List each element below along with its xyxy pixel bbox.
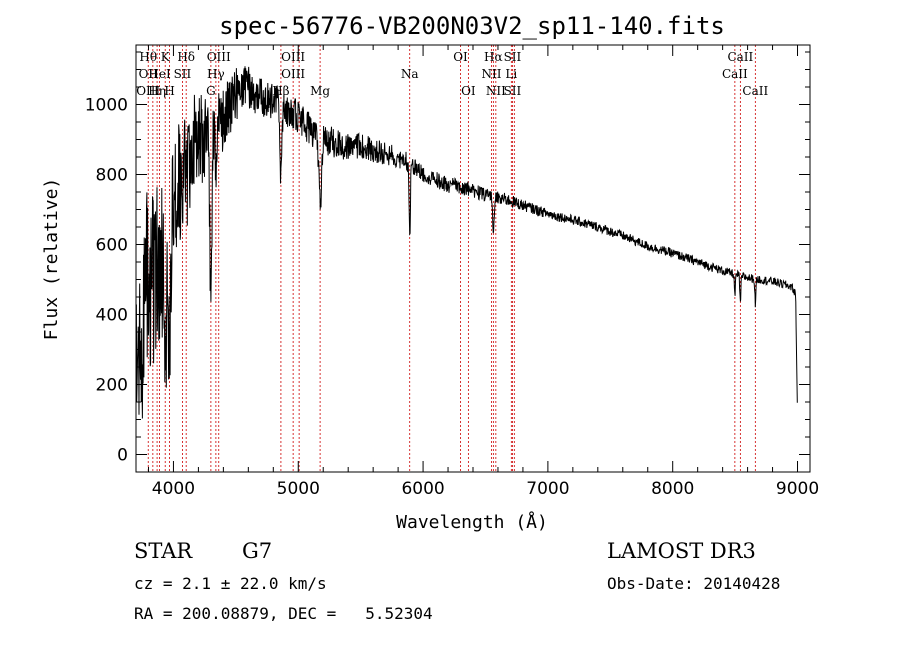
y-tick-label: 0 (117, 446, 128, 466)
line-label: Hη (148, 84, 166, 98)
x-tick-label: 5000 (277, 479, 320, 499)
line-label: Hθ (139, 50, 157, 64)
x-tick-label: 7000 (526, 479, 569, 499)
object-class: STAR (134, 539, 193, 563)
y-axis-label: Flux (relative) (41, 178, 62, 341)
spectrum-line (135, 66, 798, 419)
coordinates: RA = 200.08879, DEC = 5.52304 (134, 604, 433, 623)
x-tick-label: 8000 (651, 479, 694, 499)
y-tick-label: 1000 (85, 96, 128, 116)
y-tick-label: 200 (96, 376, 128, 396)
redshift-readout: cz = 2.1 ± 22.0 km/s (134, 574, 327, 593)
line-label: CaII (727, 50, 753, 64)
x-tick-label: 9000 (776, 479, 819, 499)
line-label: OI (461, 84, 476, 98)
line-label: OII (139, 67, 159, 81)
line-label: NII (481, 67, 501, 81)
line-label: OIII (136, 84, 160, 98)
x-axis-label: Wavelength (Å) (396, 511, 548, 533)
y-tick-label: 400 (96, 306, 128, 326)
line-label: Mg (310, 84, 330, 98)
survey-name: LAMOST DR3 (607, 539, 756, 563)
line-label: OIII (281, 67, 305, 81)
obs-date: Obs-Date: 20140428 (607, 574, 781, 593)
line-label: Hγ (207, 67, 225, 81)
x-tick-label: 6000 (401, 479, 444, 499)
line-label: OIII (207, 50, 231, 64)
chart-title: spec-56776-VB200N03V2_sp11-140.fits (219, 12, 725, 40)
line-label: G (206, 84, 216, 98)
line-label: SII (174, 67, 192, 81)
line-label: Hδ (177, 50, 195, 64)
object-subclass: G7 (242, 539, 273, 563)
axis-ticks (136, 45, 810, 472)
line-label: HeI (148, 67, 171, 81)
axis-tick-labels: 4000 5000 6000 7000 8000 9000 0 200 400 600 800 100… (85, 96, 819, 500)
y-tick-label: 800 (96, 166, 128, 186)
line-label: CaII (722, 67, 748, 81)
line-label: Li (505, 67, 517, 81)
line-label-group: HθOIIOIIIHηHeIKHSIIHδGHγOIIIHβOIIIOIIIMg… (136, 50, 768, 98)
line-label: Na (401, 67, 419, 81)
line-label: OI (453, 50, 468, 64)
line-marker-group (147, 45, 756, 472)
y-tick-label: 600 (96, 236, 128, 256)
line-label: NII (486, 84, 506, 98)
x-tick-label: 4000 (152, 479, 195, 499)
line-label: SII (504, 84, 522, 98)
line-label: OIII (281, 50, 305, 64)
line-label: SII (504, 50, 522, 64)
line-label: CaII (742, 84, 768, 98)
line-label: Hα (484, 50, 503, 64)
line-label: K (161, 50, 171, 64)
line-label: H (164, 84, 174, 98)
